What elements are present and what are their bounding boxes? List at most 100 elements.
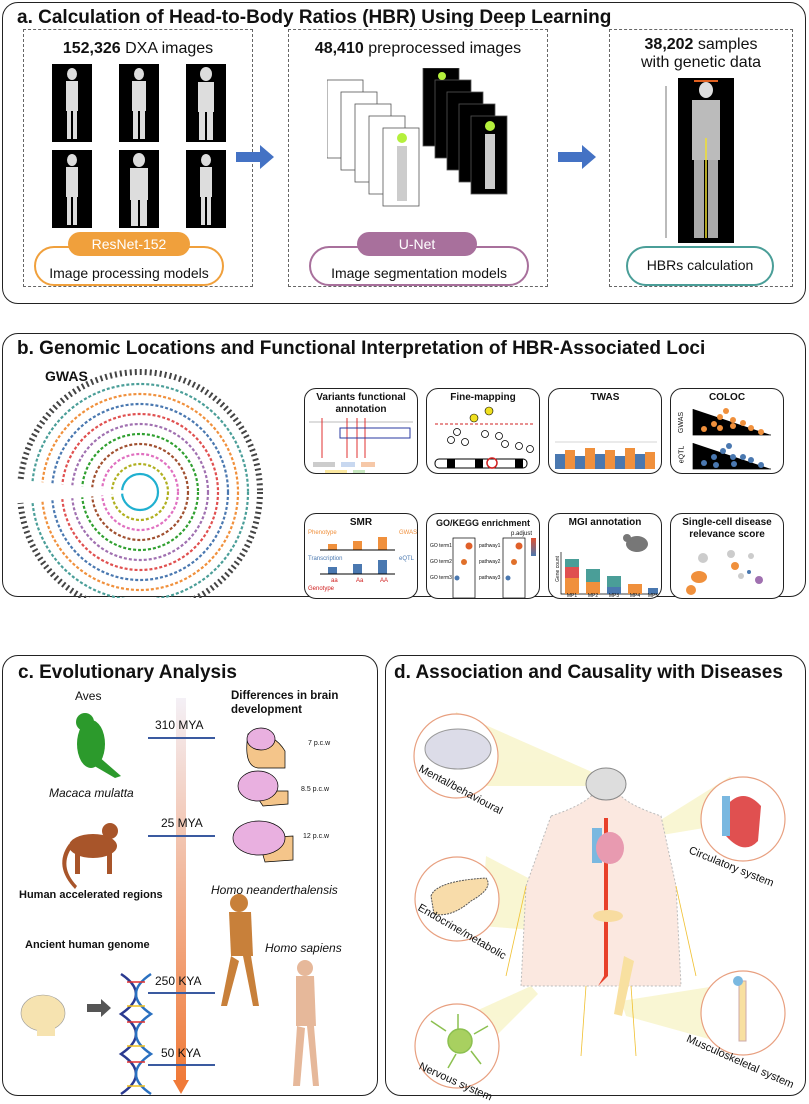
mgi-stacked-bar-graphic xyxy=(560,534,658,595)
time-250-kya: 250 KYA xyxy=(155,974,202,988)
smr-bars-graphic xyxy=(320,537,395,575)
hbr-body-measurement xyxy=(665,78,734,243)
macaca-label: Macaca mulatta xyxy=(49,786,134,800)
step-genetic-samples: 38,202 samples with genetic data HBRs cal… xyxy=(609,29,793,287)
segmented-image-stack xyxy=(327,68,508,207)
homo-sapiens-silhouette xyxy=(293,960,319,1086)
panel-c-title: c. Evolutionary Analysis xyxy=(18,662,237,683)
human-accelerated-regions-label: Human accelerated regions xyxy=(19,889,163,901)
kegg-pathway: pathway2 xyxy=(479,559,501,565)
umap-graphic xyxy=(686,550,763,595)
monkey-silhouette xyxy=(62,823,118,889)
femur xyxy=(614,956,634,1016)
mgi-category-label: MP5 xyxy=(647,593,659,599)
neanderthal-silhouette xyxy=(221,894,259,1006)
time-25-mya: 25 MYA xyxy=(161,816,203,830)
smr-transcription-label: Transcription xyxy=(308,556,343,562)
step-dxa-images: 152,326 DXA images Image processing mode… xyxy=(23,29,253,287)
stage-label: 8.5 p.c.w xyxy=(301,786,330,793)
neanderthal-label: Homo neanderthalensis xyxy=(211,883,338,897)
arrow-right-icon xyxy=(558,145,596,169)
dna-helix-icon xyxy=(118,972,154,1096)
card-go-kegg: GO/KEGG enrichment p.adjust GO term1 GO … xyxy=(426,513,540,599)
heart xyxy=(596,832,624,864)
aves-label: Aves xyxy=(75,689,102,703)
go-term: GO term3 xyxy=(430,575,452,581)
head-brain xyxy=(585,767,627,801)
human-body-diagram xyxy=(413,712,786,1089)
card-mgi-annotation: MGI annotation Gene count MP1 MP2 MP3 MP… xyxy=(548,513,662,599)
fine-mapping-graphic xyxy=(434,406,534,469)
card-title: Fine-mapping xyxy=(450,392,516,403)
enrichment-dotplot-graphic xyxy=(452,537,536,598)
panel-a: a. Calculation of Head-to-Body Ratios (H… xyxy=(2,2,806,304)
card-title: GO/KEGG enrichment xyxy=(435,518,531,528)
smr-genotype-label: Genotype xyxy=(308,586,335,592)
twas-manhattan-graphic xyxy=(555,441,657,469)
smr-phenotype-label: Phenotype xyxy=(308,530,337,536)
card-coloc: COLOC GWAS eQTL xyxy=(670,388,784,474)
card-title: Variants functional annotation xyxy=(316,392,406,415)
card-single-cell: Single-cell disease relevance score xyxy=(670,513,784,599)
mgi-category-label: MP4 xyxy=(629,593,641,599)
time-50-kya: 50 KYA xyxy=(161,1046,201,1060)
pancreas xyxy=(593,910,623,922)
mgi-category-label: MP1 xyxy=(566,593,578,599)
smr-gwas-label: GWAS xyxy=(399,530,418,536)
card-twas: TWAS xyxy=(548,388,662,474)
panel-d: d. Association and Causality with Diseas… xyxy=(385,655,806,1104)
go-term: GO term2 xyxy=(430,559,452,565)
card-title: TWAS xyxy=(590,392,620,403)
step-preprocessed-images: 48,410 preprocessed images Image segment… xyxy=(288,29,548,287)
pancreas-icon xyxy=(430,877,489,916)
card-variants-annotation: Variants functional annotation xyxy=(304,388,418,474)
panel-b-title: b. Genomic Locations and Functional Inte… xyxy=(17,338,706,359)
dxa-scan-images xyxy=(52,64,226,228)
unet-model-box: Image segmentation models xyxy=(309,246,529,286)
panel-b: b. Genomic Locations and Functional Inte… xyxy=(2,333,806,599)
neuron-icon xyxy=(430,1014,489,1069)
preprocessed-count-label: 48,410 preprocessed images xyxy=(314,40,522,57)
arrow-right-icon xyxy=(236,145,274,169)
hbr-calculation-box: HBRs calculation xyxy=(626,246,774,286)
coloc-scatter-graphic xyxy=(692,408,771,470)
smr-genotype-AA: AA xyxy=(380,578,389,584)
smr-genotype-Aa: Aa xyxy=(356,578,364,584)
panel-d-title: d. Association and Causality with Diseas… xyxy=(394,662,783,683)
timeline-bar xyxy=(176,698,186,1080)
smr-eqtl-label: eQTL xyxy=(399,556,415,562)
card-title: COLOC xyxy=(708,392,746,403)
gwas-label: GWAS xyxy=(45,368,88,384)
smr-genotype-aa: aa xyxy=(331,578,338,584)
card-title: SMR xyxy=(349,517,373,528)
card-title: Single-cell disease relevance score xyxy=(682,517,772,540)
kegg-pathway: pathway1 xyxy=(479,543,501,549)
brain-development-illustrations xyxy=(232,727,294,863)
stage-label: 7 p.c.w xyxy=(308,740,331,747)
bone-icon xyxy=(733,976,747,1042)
gwas-circos-plot xyxy=(9,369,263,598)
unet-label: U-Net xyxy=(357,232,477,256)
mgi-category-label: MP2 xyxy=(587,593,599,599)
ancient-genome-label: Ancient human genome xyxy=(25,939,150,951)
padjust-legend-label: p.adjust xyxy=(511,531,533,537)
stage-label: 12 p.c.w xyxy=(303,833,330,840)
brain-icon xyxy=(424,728,492,770)
go-term: GO term1 xyxy=(430,543,452,549)
card-fine-mapping: Fine-mapping xyxy=(426,388,540,474)
resnet-152-label: ResNet-152 xyxy=(68,232,190,256)
heart-icon xyxy=(722,796,761,848)
kegg-pathway: pathway3 xyxy=(479,575,501,581)
homo-sapiens-label: Homo sapiens xyxy=(265,941,342,955)
annotation-track-graphic xyxy=(309,418,413,473)
dxa-count-label: 152,326 DXA images xyxy=(62,40,214,57)
skull-icon xyxy=(20,994,66,1036)
samples-count-label: 38,202 samples with genetic data xyxy=(640,36,762,71)
bird-silhouette xyxy=(76,713,121,778)
panel-a-title: a. Calculation of Head-to-Body Ratios (H… xyxy=(17,7,612,28)
time-310-mya: 310 MYA xyxy=(155,718,204,732)
torso xyxy=(520,795,682,987)
brain-development-heading: Differences in brain development xyxy=(231,690,339,716)
mouse-icon xyxy=(626,536,648,552)
card-smr: SMR Phenotype GWAS Transcription eQTL Ge… xyxy=(304,513,418,599)
